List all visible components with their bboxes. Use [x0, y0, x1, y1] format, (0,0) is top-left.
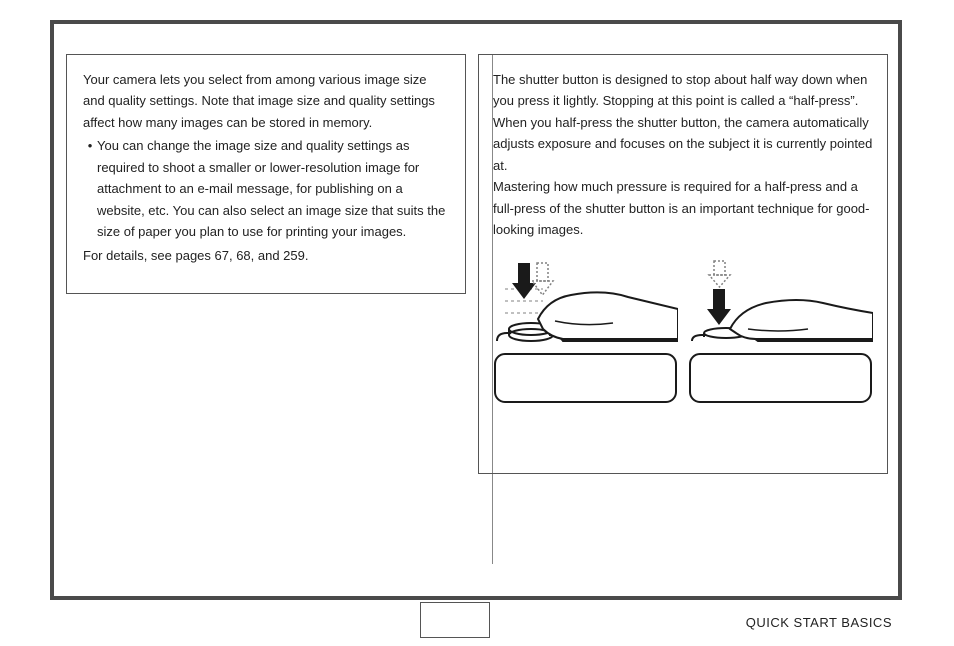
left-bullet-text: You can change the image size and qualit…: [97, 135, 449, 242]
half-press-illustration: [493, 259, 678, 414]
right-text-panel: The shutter button is designed to stop a…: [478, 54, 888, 474]
page-number-box: [420, 602, 490, 638]
left-bullet-item: • You can change the image size and qual…: [83, 135, 449, 242]
footer-section-label: QUICK START BASICS: [746, 615, 892, 630]
page-frame: Your camera lets you select from among v…: [50, 20, 902, 600]
left-details-text: For details, see pages 67, 68, and 259.: [83, 245, 449, 266]
left-intro-text: Your camera lets you select from among v…: [83, 69, 449, 133]
right-para1: The shutter button is designed to stop a…: [493, 69, 873, 176]
right-para2: Mastering how much pressure is required …: [493, 176, 873, 240]
left-text-panel: Your camera lets you select from among v…: [66, 54, 466, 294]
illustration-row: [493, 259, 873, 414]
full-press-illustration: [688, 259, 873, 414]
bullet-dot-icon: •: [83, 135, 97, 242]
